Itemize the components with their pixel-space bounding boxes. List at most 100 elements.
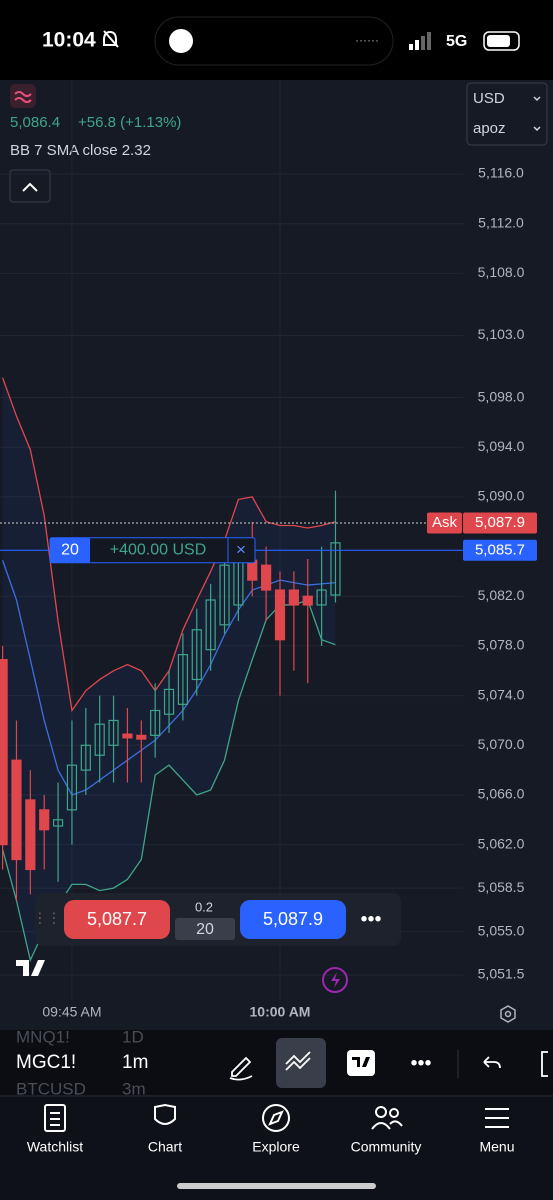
draw-tool[interactable] [229,1056,253,1081]
community-icon[interactable] [375,1106,387,1118]
y-tick-label: 5,082.0 [478,587,525,603]
dropdown-arrows [533,96,541,132]
x-tick-label: 10:00 AM [250,1004,311,1020]
candle-body [136,734,147,740]
tab-label[interactable]: Community [351,1139,422,1155]
last-price: 5,086.4 [10,114,60,131]
symbol[interactable]: MNQ1! [16,1027,70,1046]
explore-needle [268,1110,284,1126]
price-change: +56.8 (+1.13%) [78,114,181,131]
mute-icon [103,30,119,48]
settings-dot [504,1010,512,1018]
price-badge [463,539,537,561]
settings-icon[interactable] [500,1005,516,1023]
buy-button[interactable] [240,900,346,939]
sell-price: 5,087.7 [87,909,147,929]
battery [483,31,520,51]
candle-body [122,733,133,739]
candle-body [288,589,299,606]
position-quantity: 20 [61,542,79,559]
account: apoz [473,120,506,137]
y-tick-label: 5,062.0 [478,835,525,851]
plot: 5,116.0 5,112.0 5,108.0 5,103.0 5,098.0 5,094… [0,80,537,1020]
y-tick-label: 5,108.0 [478,264,525,280]
candle-body [52,819,64,827]
indicator-icon [285,1051,311,1071]
explore-icon[interactable] [262,1104,290,1132]
y-tick-label: 5,078.0 [478,637,525,653]
candle-body [205,599,216,651]
candle-body [66,764,78,811]
y-tick-label: 5,116.0 [478,165,524,181]
symbol[interactable]: BTCUSD [16,1079,86,1098]
interval: 3m [122,1079,146,1098]
candle-body [191,629,202,681]
spread: 0.2 [195,899,213,914]
symbol-logo-mark [14,91,32,103]
clock: 10:04 [42,29,96,52]
candle-body [39,809,50,831]
tab-label[interactable]: Watchlist [27,1139,83,1155]
tab-icons [44,1103,509,1132]
replay-icon[interactable] [322,967,348,993]
candle-body [80,744,91,771]
community-icon-2 [389,1108,399,1118]
fullscreen-button[interactable] [541,1051,548,1077]
price-label: 5,085.7 [475,541,525,558]
y-tick-label: 5,103.0 [478,326,525,342]
more-button[interactable]: ••• [360,908,381,930]
candle-body [177,654,189,705]
drag-handle[interactable]: ⋮⋮ [33,910,61,926]
y-tick-label: 5,074.0 [478,686,525,702]
y-tick-label: 5,094.0 [478,438,525,454]
tv-button-logo [352,1057,370,1067]
interval: 1D [122,1027,144,1046]
indicator-tool-active[interactable] [276,1038,326,1088]
buy-price: 5,087.9 [263,909,323,929]
price-line-name: Ask [432,514,458,531]
candle-body [108,719,119,746]
close-position[interactable]: × [236,540,246,559]
symbol[interactable]: MGC1! [16,1052,76,1073]
candle-body [274,589,286,641]
watchlist-lines [50,1112,60,1126]
tab-label[interactable]: Chart [148,1139,182,1155]
x-tick-label: 09:45 AM [42,1004,101,1020]
symbol-list: MNQ1! 1D MGC1! 1m BTCUSD 3m [16,1027,148,1098]
more-tools[interactable]: ••• [410,1052,431,1074]
y-tick-label: 5,055.0 [478,922,525,938]
currency-selector[interactable] [466,82,548,146]
watchlist-icon[interactable] [44,1104,66,1132]
collapse-button[interactable] [9,169,51,203]
symbol-logo[interactable] [10,84,36,108]
app-icon [169,29,193,53]
tv-button[interactable] [347,1050,375,1076]
candle-body [0,658,8,846]
menu-icon[interactable] [485,1108,509,1128]
tab-label[interactable]: Menu [479,1139,514,1155]
currency: USD [473,90,505,107]
signal-icon [409,32,431,50]
y-tick-label: 5,070.0 [478,736,525,752]
network: 5G [446,33,467,50]
interval: 1m [122,1052,148,1073]
quantity-box[interactable] [175,918,235,940]
price-line-tag [427,512,462,534]
candle-body [219,564,230,626]
tab-label[interactable]: Explore [252,1139,300,1155]
quantity: 20 [196,921,214,938]
candle-body [11,759,22,861]
candle-body [150,709,161,736]
undo-button[interactable] [483,1056,501,1069]
candle-body [330,542,341,596]
y-tick-label: 5,051.5 [478,966,525,982]
chart-icon[interactable] [154,1103,176,1125]
candle-body [94,723,105,756]
candle-body [163,688,175,715]
sell-button[interactable] [64,900,170,939]
candle-body [302,595,313,606]
price-label: 5,087.9 [475,514,525,531]
position-qty-box [50,537,90,563]
